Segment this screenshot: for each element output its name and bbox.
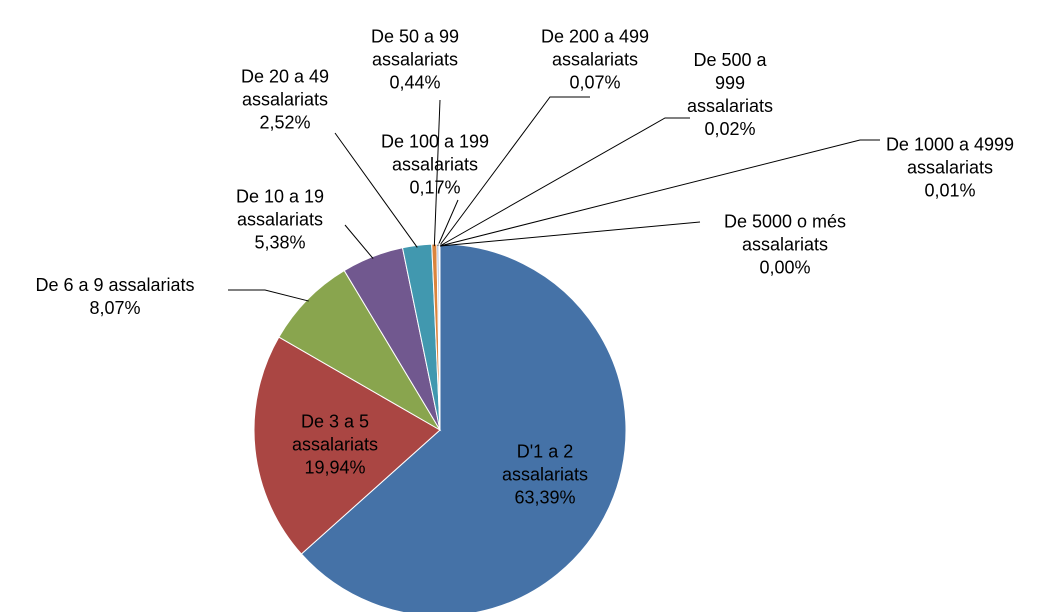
slice-value: 5,38% xyxy=(254,232,306,253)
slice-name: De 1000 a 4999 assalariats xyxy=(885,134,1015,178)
leader-line xyxy=(438,96,590,247)
data-label: De 5000 o més assalariats 0,00% xyxy=(705,211,865,280)
data-label: D'1 a 2 assalariats 63,39% xyxy=(490,441,600,510)
data-label: De 100 a 199 assalariats 0,17% xyxy=(375,131,495,200)
data-label: De 50 a 99 assalariats 0,44% xyxy=(355,26,475,95)
slice-name: De 200 a 499 assalariats xyxy=(540,26,650,70)
leader-line xyxy=(437,199,459,247)
pie-slice xyxy=(278,269,442,432)
pie-slice xyxy=(300,243,627,612)
slice-value: 0,00% xyxy=(759,257,811,278)
leader-line xyxy=(228,289,309,302)
leader-line xyxy=(433,99,441,247)
slice-value: 0,01% xyxy=(924,180,976,201)
leader-line xyxy=(439,221,701,247)
slice-value: 0,02% xyxy=(704,119,756,139)
pie-slice xyxy=(253,336,441,555)
slice-value: 63,39% xyxy=(514,487,576,508)
leader-line xyxy=(334,132,418,248)
data-label: De 500 a 999 assalariats 0,02% xyxy=(680,49,780,141)
slice-name: De 20 a 49 assalariats xyxy=(240,66,330,110)
slice-name: De 50 a 99 assalariats xyxy=(370,26,460,70)
slice-name: De 500 a 999 assalariats xyxy=(686,50,774,116)
data-label: De 200 a 499 assalariats 0,07% xyxy=(525,26,665,95)
slice-name: De 3 a 5 assalariats xyxy=(291,411,379,455)
slice-name: De 5000 o més assalariats xyxy=(723,211,847,255)
data-label: De 1000 a 4999 assalariats 0,01% xyxy=(868,134,1033,203)
slice-name: De 6 a 9 assalariats xyxy=(35,275,195,295)
data-label: De 20 a 49 assalariats 2,52% xyxy=(220,66,350,135)
slice-name: De 100 a 199 assalariats xyxy=(380,131,490,175)
slice-name: De 10 a 19 assalariats xyxy=(235,186,325,230)
leader-line xyxy=(344,224,374,259)
slice-value: 0,07% xyxy=(569,72,621,93)
data-label: De 10 a 19 assalariats 5,38% xyxy=(220,186,340,255)
slice-value: 0,44% xyxy=(389,72,441,93)
data-label: De 3 a 5 assalariats 19,94% xyxy=(280,411,390,480)
slice-name: D'1 a 2 assalariats xyxy=(501,441,589,485)
leader-line xyxy=(439,139,880,247)
slice-value: 0,17% xyxy=(409,177,461,198)
slice-value: 8,07% xyxy=(89,298,141,318)
data-label: De 6 a 9 assalariats 8,07% xyxy=(5,274,225,320)
leader-line xyxy=(439,117,690,247)
slice-value: 2,52% xyxy=(259,112,311,133)
slice-value: 19,94% xyxy=(304,457,366,478)
